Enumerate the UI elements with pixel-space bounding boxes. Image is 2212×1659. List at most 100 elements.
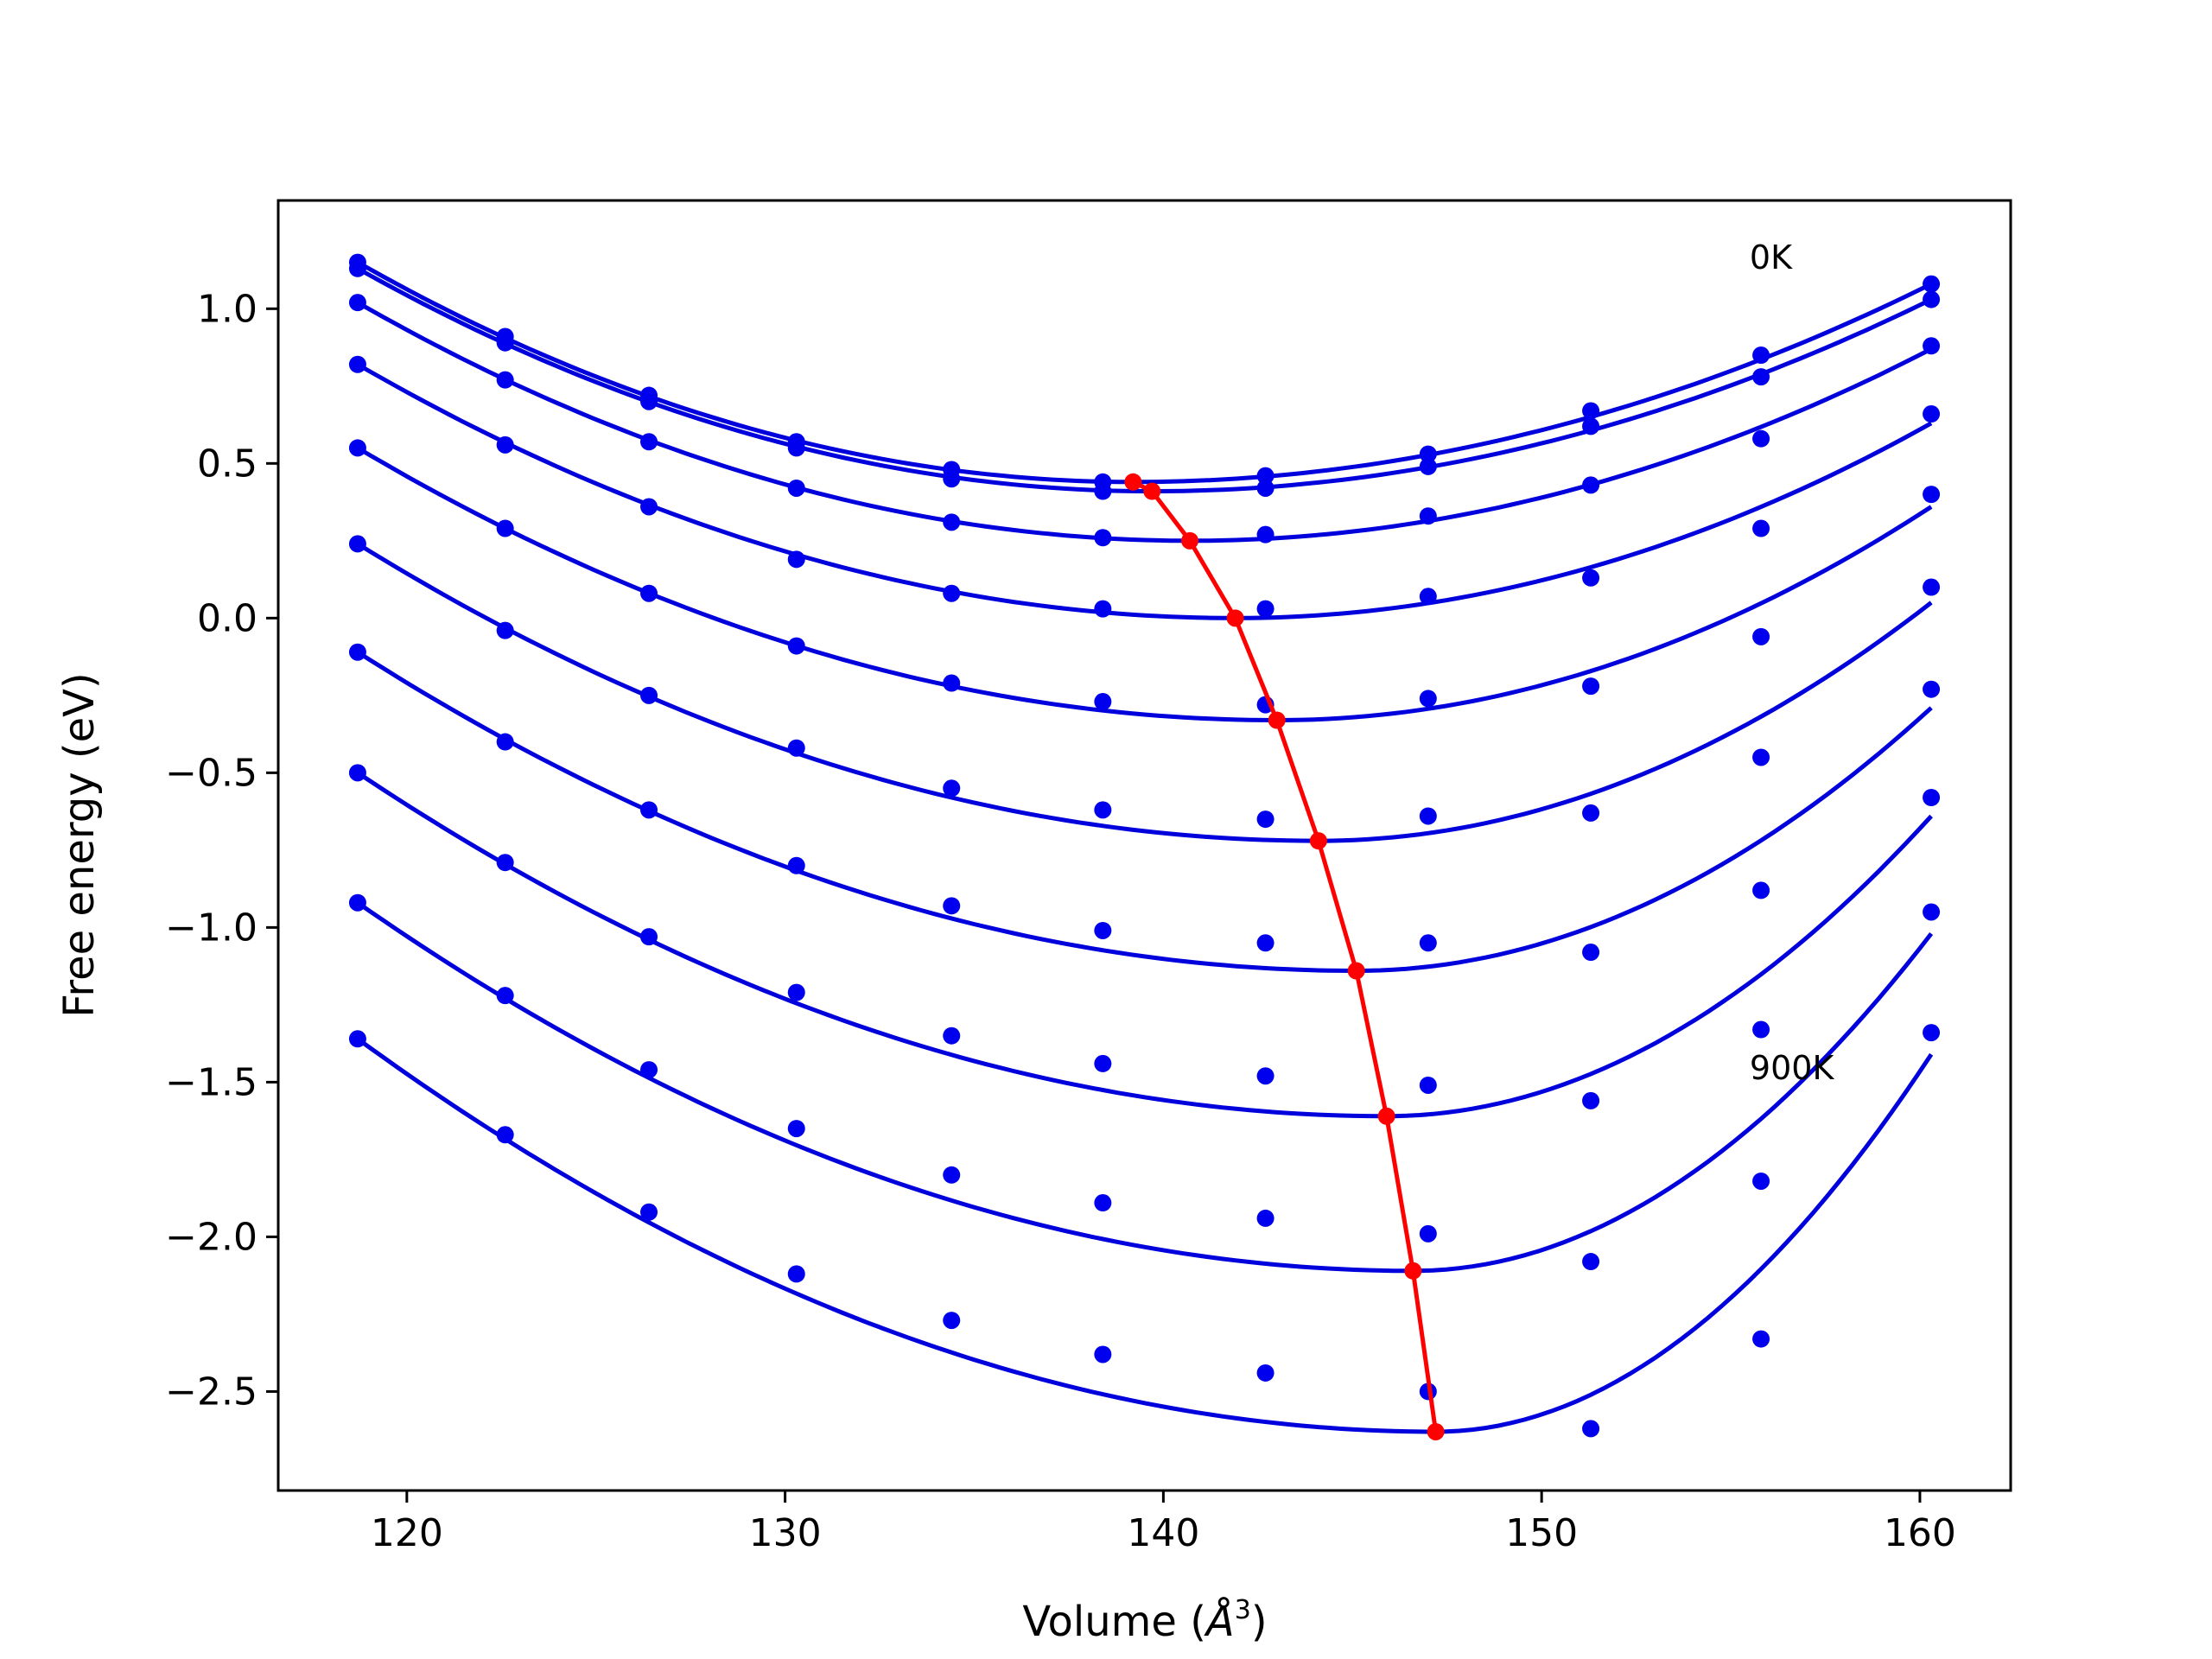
data-point — [496, 334, 514, 352]
data-point — [1419, 445, 1437, 463]
x-axis: 120 130 140 150 160 — [371, 1491, 1956, 1555]
data-point — [348, 535, 366, 553]
data-point — [943, 470, 961, 488]
data-point — [1419, 457, 1437, 475]
temperature-annotation: 900K — [1750, 1049, 1835, 1087]
data-point — [943, 1166, 961, 1184]
y-tick-label: −0.5 — [165, 751, 257, 795]
x-tick-label: 130 — [749, 1511, 822, 1555]
minimum-point — [1377, 1107, 1395, 1125]
data-point — [640, 392, 658, 410]
minimum-point — [1427, 1422, 1445, 1440]
y-tick-label: −1.0 — [165, 906, 257, 950]
data-point — [348, 355, 366, 373]
data-point — [1256, 1067, 1274, 1085]
data-point — [348, 764, 366, 782]
data-point — [1582, 476, 1600, 494]
data-point — [1094, 1054, 1112, 1072]
data-point — [348, 294, 366, 312]
annotations: 0K 900K — [1750, 238, 1835, 1087]
data-point — [640, 686, 658, 704]
fit-curve — [356, 542, 1933, 843]
data-point — [1094, 921, 1112, 939]
data-point — [1094, 1345, 1112, 1363]
data-point — [943, 897, 961, 915]
fit-curve — [356, 446, 1933, 723]
data-point — [1752, 368, 1770, 386]
data-point — [787, 983, 805, 1001]
data-point — [348, 1030, 366, 1048]
data-point — [787, 739, 805, 757]
fit-curve — [356, 650, 1933, 974]
data-point — [1923, 903, 1941, 921]
data-point — [943, 584, 961, 602]
data-point — [943, 674, 961, 692]
data-point — [496, 854, 514, 872]
data-point — [787, 479, 805, 497]
temperature-annotation: 0K — [1750, 238, 1793, 276]
data-point — [640, 1061, 658, 1079]
axes-frame — [276, 199, 2012, 1492]
minimum-point — [1124, 473, 1142, 491]
data-point — [1256, 467, 1274, 485]
data-point — [787, 550, 805, 569]
data-point — [496, 733, 514, 751]
y-axis-label: Free energy (eV) — [55, 672, 104, 1017]
data-point — [943, 1027, 961, 1045]
data-point — [640, 433, 658, 451]
data-point — [1582, 944, 1600, 962]
data-point — [1419, 1076, 1437, 1094]
data-point — [1752, 627, 1770, 645]
data-point — [1419, 807, 1437, 825]
data-point — [348, 893, 366, 912]
data-point — [496, 1126, 514, 1144]
data-point — [1923, 1024, 1941, 1042]
data-point — [1256, 1363, 1274, 1382]
data-point — [496, 371, 514, 389]
y-tick-label: 0.0 — [197, 596, 257, 640]
minimum-point — [1226, 609, 1244, 627]
fit-curve — [356, 771, 1933, 1119]
data-point — [1419, 588, 1437, 606]
data-point — [1582, 402, 1600, 420]
data-point — [496, 519, 514, 537]
data-point — [1256, 810, 1274, 829]
data-point — [1923, 405, 1941, 423]
minimum-point — [1181, 531, 1199, 550]
x-tick-label: 150 — [1505, 1511, 1578, 1555]
data-point — [1923, 290, 1941, 308]
data-point — [1752, 1020, 1770, 1039]
data-point — [348, 259, 366, 277]
minimum-point — [1347, 962, 1365, 980]
fit-curve — [356, 266, 1933, 493]
y-tick-label: −2.0 — [165, 1215, 257, 1259]
data-point — [496, 987, 514, 1005]
fit-curve — [356, 301, 1933, 543]
data-point — [496, 435, 514, 454]
data-point — [787, 856, 805, 874]
fit-curve — [356, 260, 1933, 485]
data-point — [1752, 748, 1770, 766]
data-point — [1419, 1224, 1437, 1243]
data-point — [1256, 1209, 1274, 1227]
data-point — [787, 1265, 805, 1283]
data-point — [1419, 690, 1437, 708]
y-tick-label: 1.0 — [197, 287, 257, 331]
data-point — [1752, 429, 1770, 448]
data-point — [1094, 529, 1112, 547]
data-point — [1419, 934, 1437, 952]
data-point — [787, 439, 805, 457]
y-axis: 1.0 0.5 0.0 −0.5 −1.0 −1.5 −2.0 −2.5 — [165, 287, 278, 1414]
data-point — [1582, 804, 1600, 822]
data-point — [1582, 677, 1600, 696]
data-point — [1923, 275, 1941, 293]
data-point — [1752, 881, 1770, 899]
data-point — [1752, 346, 1770, 365]
data-point — [1256, 479, 1274, 497]
data-point — [1256, 934, 1274, 952]
fit-curve — [356, 362, 1933, 620]
data-point — [1582, 417, 1600, 435]
data-point — [640, 928, 658, 946]
data-point — [1923, 789, 1941, 807]
data-point — [640, 584, 658, 602]
